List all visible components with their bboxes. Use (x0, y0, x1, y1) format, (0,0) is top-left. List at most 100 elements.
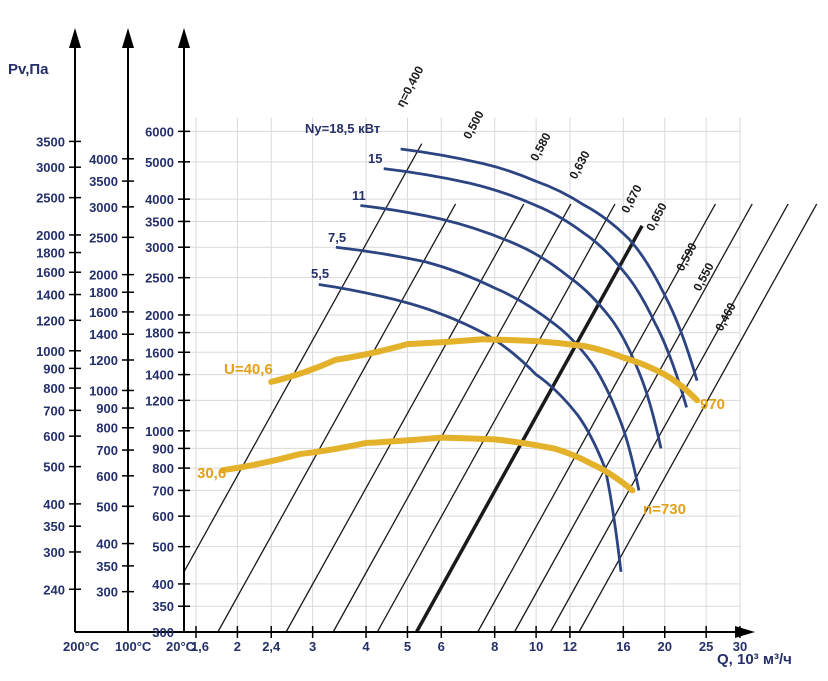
y-tick-label: 300 (43, 545, 65, 560)
y-tick-label: 600 (43, 429, 65, 444)
y-tick-label: 300 (152, 625, 174, 640)
y-tick-label: 300 (96, 585, 118, 600)
power-curve-label: 7,5 (328, 230, 346, 245)
y-tick-label: 1400 (145, 368, 174, 383)
y-tick-label: 2500 (36, 191, 65, 206)
y-tick-label: 4000 (145, 192, 174, 207)
x-tick-label: 2,4 (262, 639, 281, 654)
x-tick-label: 16 (616, 639, 630, 654)
speed-label-730: n=730 (643, 501, 686, 518)
y-tick-label: 3500 (36, 134, 65, 149)
power-curve-label: 5,5 (311, 266, 329, 281)
efficiency-label: η=0,400 (393, 63, 426, 109)
efficiency-line (477, 203, 716, 633)
efficiency-line (376, 203, 616, 633)
y-axis-arrow-icon (178, 28, 190, 48)
temp-label-20: 20°C (166, 639, 196, 654)
power-curve (383, 167, 688, 408)
y-tick-label: 1000 (36, 344, 65, 359)
power-curve-label: Nу=18,5 кВт (305, 121, 380, 136)
y-tick-label: 3000 (36, 160, 65, 175)
y-tick-label: 400 (43, 497, 65, 512)
x-tick-label: 3 (309, 639, 316, 654)
y-tick-label: 700 (96, 443, 118, 458)
y-tick-label: 3000 (89, 200, 118, 215)
y-tick-label: 1400 (36, 288, 65, 303)
y-tick-label: 900 (43, 361, 65, 376)
y-tick-label: 700 (43, 403, 65, 418)
x-tick-label: 30 (733, 639, 747, 654)
efficiency-label: 0,580 (527, 130, 554, 163)
y-tick-label: 2000 (89, 268, 118, 283)
y-tick-label: 2000 (36, 228, 65, 243)
efficiency-line (183, 143, 423, 573)
y-tick-label: 1000 (89, 383, 118, 398)
power-curve-label: 11 (352, 188, 366, 203)
y-tick-label: 900 (96, 401, 118, 416)
x-tick-label: 1,6 (191, 639, 209, 654)
speed-curve (268, 336, 701, 404)
y-tick-label: 500 (96, 499, 118, 514)
x-tick-label: 5 (404, 639, 411, 654)
x-tick-label: 4 (362, 639, 370, 654)
y-tick-label: 1600 (89, 305, 118, 320)
y-tick-label: 600 (96, 469, 118, 484)
efficiency-label: 0,650 (643, 200, 670, 233)
y-tick-label: 800 (152, 461, 174, 476)
x-tick-label: 2 (234, 639, 241, 654)
y-tick-label: 4000 (89, 152, 118, 167)
power-curve (335, 245, 641, 491)
power-curve (360, 204, 663, 449)
y-tick-label: 1600 (36, 265, 65, 280)
y-tick-label: 5000 (145, 155, 174, 170)
x-tick-label: 20 (658, 639, 672, 654)
y-tick-label: 400 (152, 577, 174, 592)
power-curve-label: 15 (368, 151, 382, 166)
speed-marker-high: U=40,6 (224, 361, 273, 378)
y-tick-label: 2500 (89, 230, 118, 245)
y-tick-label: 800 (43, 381, 65, 396)
y-axis-arrow-icon (69, 28, 81, 48)
y-tick-label: 350 (43, 519, 65, 534)
y-tick-label: 1600 (145, 345, 174, 360)
y-tick-label: 1800 (89, 285, 118, 300)
power-curve (400, 147, 699, 382)
y-tick-label: 900 (152, 441, 174, 456)
x-axis-title: Q, 10³ м³/ч (717, 651, 792, 668)
efficiency-label: 0,500 (460, 108, 487, 141)
y-tick-label: 350 (96, 559, 118, 574)
x-tick-label: 10 (529, 639, 543, 654)
y-tick-label: 400 (96, 537, 118, 552)
y-tick-label: 800 (96, 421, 118, 436)
efficiency-line (414, 224, 644, 633)
y-tick-label: 3000 (145, 240, 174, 255)
y-tick-label: 1800 (145, 326, 174, 341)
efficiency-line (217, 203, 457, 633)
y-tick-label: 1200 (145, 393, 174, 408)
temp-label-200: 200°C (63, 639, 100, 654)
x-tick-label: 12 (563, 639, 577, 654)
y-tick-label: 700 (152, 483, 174, 498)
y-tick-label: 1400 (89, 327, 118, 342)
efficiency-label: 0,590 (673, 240, 700, 273)
y-tick-label: 1000 (145, 424, 174, 439)
axes (69, 28, 755, 638)
speed-label-970: 970 (700, 396, 725, 413)
speed-curves (219, 336, 701, 494)
efficiency-line (549, 203, 789, 633)
efficiency-label: 0,550 (690, 260, 717, 293)
efficiency-line (513, 203, 753, 633)
y-tick-label: 3500 (145, 214, 174, 229)
y-tick-label: 1200 (36, 313, 65, 328)
x-tick-label: 25 (699, 639, 713, 654)
y-tick-label: 3500 (89, 174, 118, 189)
y-axis-arrow-icon (122, 28, 134, 48)
efficiency-line (285, 203, 525, 633)
y-tick-label: 350 (152, 599, 174, 614)
y-tick-label: 600 (152, 509, 174, 524)
y-tick-label: 1800 (36, 246, 65, 261)
x-tick-label: 8 (491, 639, 498, 654)
y-axis-title: Pv,Па (8, 61, 49, 78)
speed-marker-low: 30,6 (197, 465, 226, 482)
